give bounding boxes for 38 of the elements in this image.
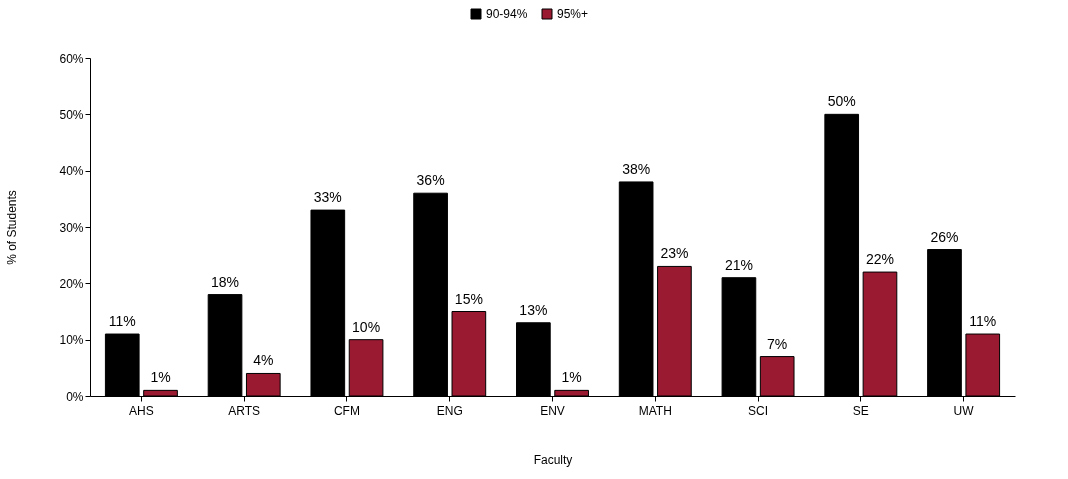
y-tick-label: 60% xyxy=(59,51,84,66)
x-tick-label: AHS xyxy=(129,403,154,418)
data-label: 33% xyxy=(313,189,342,206)
x-tick-label: UW xyxy=(953,403,975,418)
legend-label: 90-94% xyxy=(486,7,528,21)
y-tick-label: 30% xyxy=(59,220,84,235)
x-tick-label: CFM xyxy=(333,403,360,418)
data-label: 13% xyxy=(519,301,548,318)
y-tick-label: 10% xyxy=(59,333,84,348)
y-tick-label: 50% xyxy=(59,107,84,122)
data-label: 1% xyxy=(561,369,582,386)
data-label: 38% xyxy=(622,160,651,177)
x-tick-label: ENV xyxy=(540,403,565,418)
data-label: 1% xyxy=(150,369,171,386)
data-label: 21% xyxy=(724,256,753,273)
data-label: 10% xyxy=(352,318,381,335)
y-tick-label: 20% xyxy=(59,276,84,291)
y-axis-title: % of Students xyxy=(5,190,20,265)
data-label: 26% xyxy=(930,228,959,245)
data-label: 22% xyxy=(865,251,894,268)
data-label: 4% xyxy=(253,352,274,369)
data-label: 50% xyxy=(827,93,856,110)
x-axis-title: Faculty xyxy=(533,452,573,467)
x-tick-label: ARTS xyxy=(228,403,261,418)
data-label: 36% xyxy=(416,172,445,189)
data-label: 18% xyxy=(211,273,240,290)
data-label: 15% xyxy=(454,290,483,307)
legend-label: 95%+ xyxy=(557,7,589,21)
data-label: 11% xyxy=(108,313,136,330)
y-tick-label: 0% xyxy=(66,389,84,404)
data-label: 11% xyxy=(969,313,997,330)
x-tick-label: MATH xyxy=(638,403,672,418)
x-tick-label: SCI xyxy=(748,403,769,418)
data-label: 23% xyxy=(660,245,689,262)
x-tick-label: ENG xyxy=(436,403,463,418)
data-label: 7% xyxy=(767,335,788,352)
x-tick-label: SE xyxy=(852,403,869,418)
y-tick-label: 40% xyxy=(59,164,84,179)
